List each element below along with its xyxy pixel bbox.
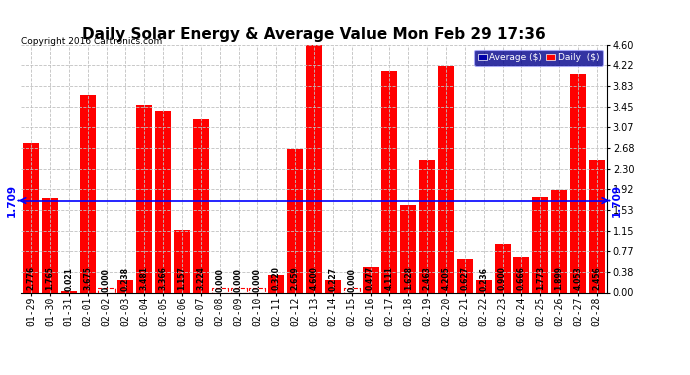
Bar [400,205,416,292]
Bar [382,71,397,292]
Text: 0.236: 0.236 [479,267,489,291]
Text: 4.111: 4.111 [385,266,394,290]
Bar [362,267,379,292]
Bar [344,288,359,292]
Bar [438,66,454,292]
Text: 2.776: 2.776 [27,266,36,290]
Text: 0.627: 0.627 [460,266,469,290]
Text: 1.709: 1.709 [612,184,622,217]
Text: 4.205: 4.205 [442,266,451,290]
Bar [589,160,605,292]
Text: 0.000: 0.000 [234,268,243,292]
Bar [325,280,341,292]
Bar [495,244,511,292]
Bar [79,95,96,292]
Bar [419,160,435,292]
Text: 3.481: 3.481 [139,266,149,290]
Text: 0.320: 0.320 [272,266,281,290]
Bar [42,198,58,292]
Text: 0.021: 0.021 [64,267,73,291]
Text: 1.709: 1.709 [7,184,17,217]
Text: 0.477: 0.477 [366,266,375,290]
Text: 4.053: 4.053 [573,266,582,290]
Bar [99,288,115,292]
Bar [306,45,322,292]
Text: 0.666: 0.666 [517,266,526,290]
Bar [570,74,586,292]
Text: 0.238: 0.238 [121,267,130,291]
Text: 2.456: 2.456 [592,266,601,290]
Bar [193,119,209,292]
Bar [174,230,190,292]
Text: 0.000: 0.000 [102,268,111,292]
Text: 3.366: 3.366 [159,266,168,290]
Text: 1.628: 1.628 [404,266,413,290]
Bar [513,256,529,292]
Bar [457,259,473,292]
Bar [230,288,246,292]
Bar [475,280,492,292]
Text: 2.659: 2.659 [290,266,299,290]
Bar [212,288,228,292]
Bar [136,105,152,292]
Text: 4.600: 4.600 [309,266,319,290]
Text: 0.000: 0.000 [347,268,356,292]
Text: 3.224: 3.224 [196,266,206,290]
Text: 0.227: 0.227 [328,267,337,291]
Bar [249,288,266,292]
Bar [532,197,549,292]
Bar [61,291,77,292]
Text: Copyright 2016 Cartronics.com: Copyright 2016 Cartronics.com [21,38,162,46]
Text: 0.000: 0.000 [253,268,262,292]
Bar [268,275,284,292]
Bar [23,143,39,292]
Bar [117,280,133,292]
Text: 3.675: 3.675 [83,266,92,290]
Text: 1.765: 1.765 [46,266,55,290]
Text: 0.900: 0.900 [498,266,507,290]
Text: 0.000: 0.000 [215,268,224,292]
Title: Daily Solar Energy & Average Value Mon Feb 29 17:36: Daily Solar Energy & Average Value Mon F… [82,27,546,42]
Bar [551,190,567,292]
Text: 1.773: 1.773 [535,266,544,290]
Text: 1.157: 1.157 [177,266,186,290]
Bar [287,149,303,292]
Text: 1.899: 1.899 [555,266,564,290]
Bar [155,111,171,292]
Text: 2.463: 2.463 [422,266,432,290]
Legend: Average ($), Daily  ($): Average ($), Daily ($) [474,50,602,66]
